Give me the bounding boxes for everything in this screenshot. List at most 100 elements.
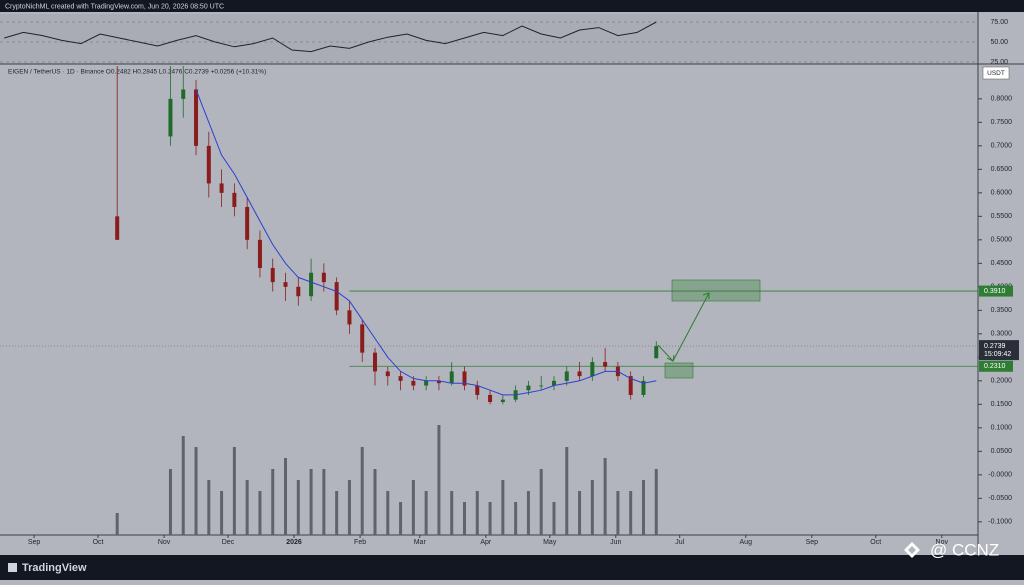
volume-bar — [462, 502, 466, 535]
candle-body — [206, 145, 211, 184]
y-tick-label: -0.0500 — [988, 495, 1012, 502]
last-price-label: 0.2739 — [984, 343, 1006, 350]
volume-bar — [578, 491, 582, 535]
x-tick-label: 2026 — [286, 539, 302, 546]
volume-bar — [552, 502, 556, 535]
volume-bar — [322, 469, 326, 535]
x-tick-label: Jun — [610, 539, 621, 546]
volume-bar — [411, 480, 415, 535]
volume-bar — [475, 491, 479, 535]
x-tick-label: Aug — [740, 539, 753, 546]
volume-bar — [590, 480, 594, 535]
watermark-logo — [904, 542, 920, 558]
y-tick-label: 0.2000 — [991, 378, 1013, 385]
x-tick-label: Apr — [480, 539, 492, 546]
brand-logo — [8, 563, 17, 572]
y-tick-label: 0.6500 — [991, 166, 1013, 173]
volume-bar — [565, 447, 569, 535]
volume-bar — [360, 447, 364, 535]
x-tick-label: Nov — [936, 539, 949, 546]
candle-body — [347, 310, 352, 325]
y-tick-label: 0.1000 — [991, 425, 1013, 432]
level-tag — [979, 360, 1013, 372]
y-tick-label: 0.0500 — [991, 448, 1013, 455]
candle-body — [551, 380, 556, 386]
candle-body — [360, 324, 365, 353]
x-tick-label: Dec — [222, 539, 235, 546]
candle-body — [577, 371, 582, 377]
candle-body — [603, 362, 608, 367]
rsi-line — [4, 21, 657, 53]
candle-body — [334, 282, 339, 311]
currency: USDT — [987, 70, 1005, 77]
volume-bar — [168, 469, 172, 535]
countdown: 15:09:42 — [984, 351, 1011, 358]
arrow-head — [666, 354, 675, 362]
candle-body — [462, 371, 467, 386]
candle-body — [115, 216, 120, 240]
x-tick-label: Sep — [28, 539, 41, 546]
x-tick-label: Nov — [158, 539, 171, 546]
volume-bar — [258, 491, 262, 535]
volume-bar — [181, 436, 185, 535]
volume-bar — [115, 513, 119, 535]
candle-body — [564, 371, 569, 381]
candle-body — [398, 376, 403, 381]
volume-bar — [399, 502, 403, 535]
volume-bar — [194, 447, 198, 535]
rsi-pane — [0, 14, 978, 64]
candle-body — [424, 380, 429, 386]
volume-bar — [450, 491, 454, 535]
volume-bar — [514, 502, 518, 535]
rsi-tick-label: 50.00 — [990, 39, 1008, 46]
top-bar — [0, 0, 1024, 12]
watermark: @ CCNZ — [930, 540, 999, 559]
candle-body — [283, 282, 288, 287]
volume-bar — [207, 480, 211, 535]
rsi-tick-label: 75.00 — [990, 19, 1008, 26]
candle-body — [168, 98, 173, 137]
volume-bar — [232, 447, 236, 535]
level-tag — [979, 285, 1013, 297]
candle-body — [436, 380, 441, 384]
candle-body — [321, 272, 326, 283]
candle-body — [449, 371, 454, 384]
volume-bar — [603, 458, 607, 535]
candle-body — [654, 346, 659, 359]
candle-body — [500, 399, 505, 402]
y-tick-label: 0.7000 — [991, 143, 1013, 150]
candle-body — [296, 286, 301, 297]
candle-body — [641, 380, 646, 395]
y-tick-label: 0.3000 — [991, 331, 1013, 338]
volume-bar — [296, 480, 300, 535]
x-tick-label: Jul — [675, 539, 684, 546]
y-tick-label: 0.1500 — [991, 401, 1013, 408]
volume-bar — [437, 425, 441, 535]
rsi-tick-label: 25.00 — [990, 59, 1008, 66]
x-tick-label: May — [543, 539, 557, 546]
volume-bar — [309, 469, 313, 535]
y-tick-label: 0.4500 — [991, 260, 1013, 267]
level-label: 0.3910 — [984, 288, 1006, 295]
volume-bar — [220, 491, 224, 535]
candle-body — [628, 376, 633, 395]
last-price-tag — [979, 340, 1019, 361]
volume-bar — [539, 469, 543, 535]
y-tick-label: 0.7500 — [991, 119, 1013, 126]
y-tick-label: 0.6000 — [991, 190, 1013, 197]
projection-arrow — [657, 292, 710, 362]
target-zone — [671, 279, 761, 302]
candle-body — [194, 89, 199, 146]
volume-bar — [526, 491, 530, 535]
x-tick-label: Sep — [806, 539, 819, 546]
candle-body — [309, 272, 314, 297]
candle-body — [488, 394, 493, 402]
candle-body — [385, 371, 390, 377]
volume-bar — [616, 491, 620, 535]
candle-body — [270, 268, 275, 283]
volume-bar — [488, 502, 492, 535]
volume-bar — [284, 458, 288, 535]
level-label: 0.2310 — [984, 363, 1006, 370]
symbol-info: EIGEN / TetherUS · 1D · Binance O0.2482 … — [8, 69, 266, 76]
